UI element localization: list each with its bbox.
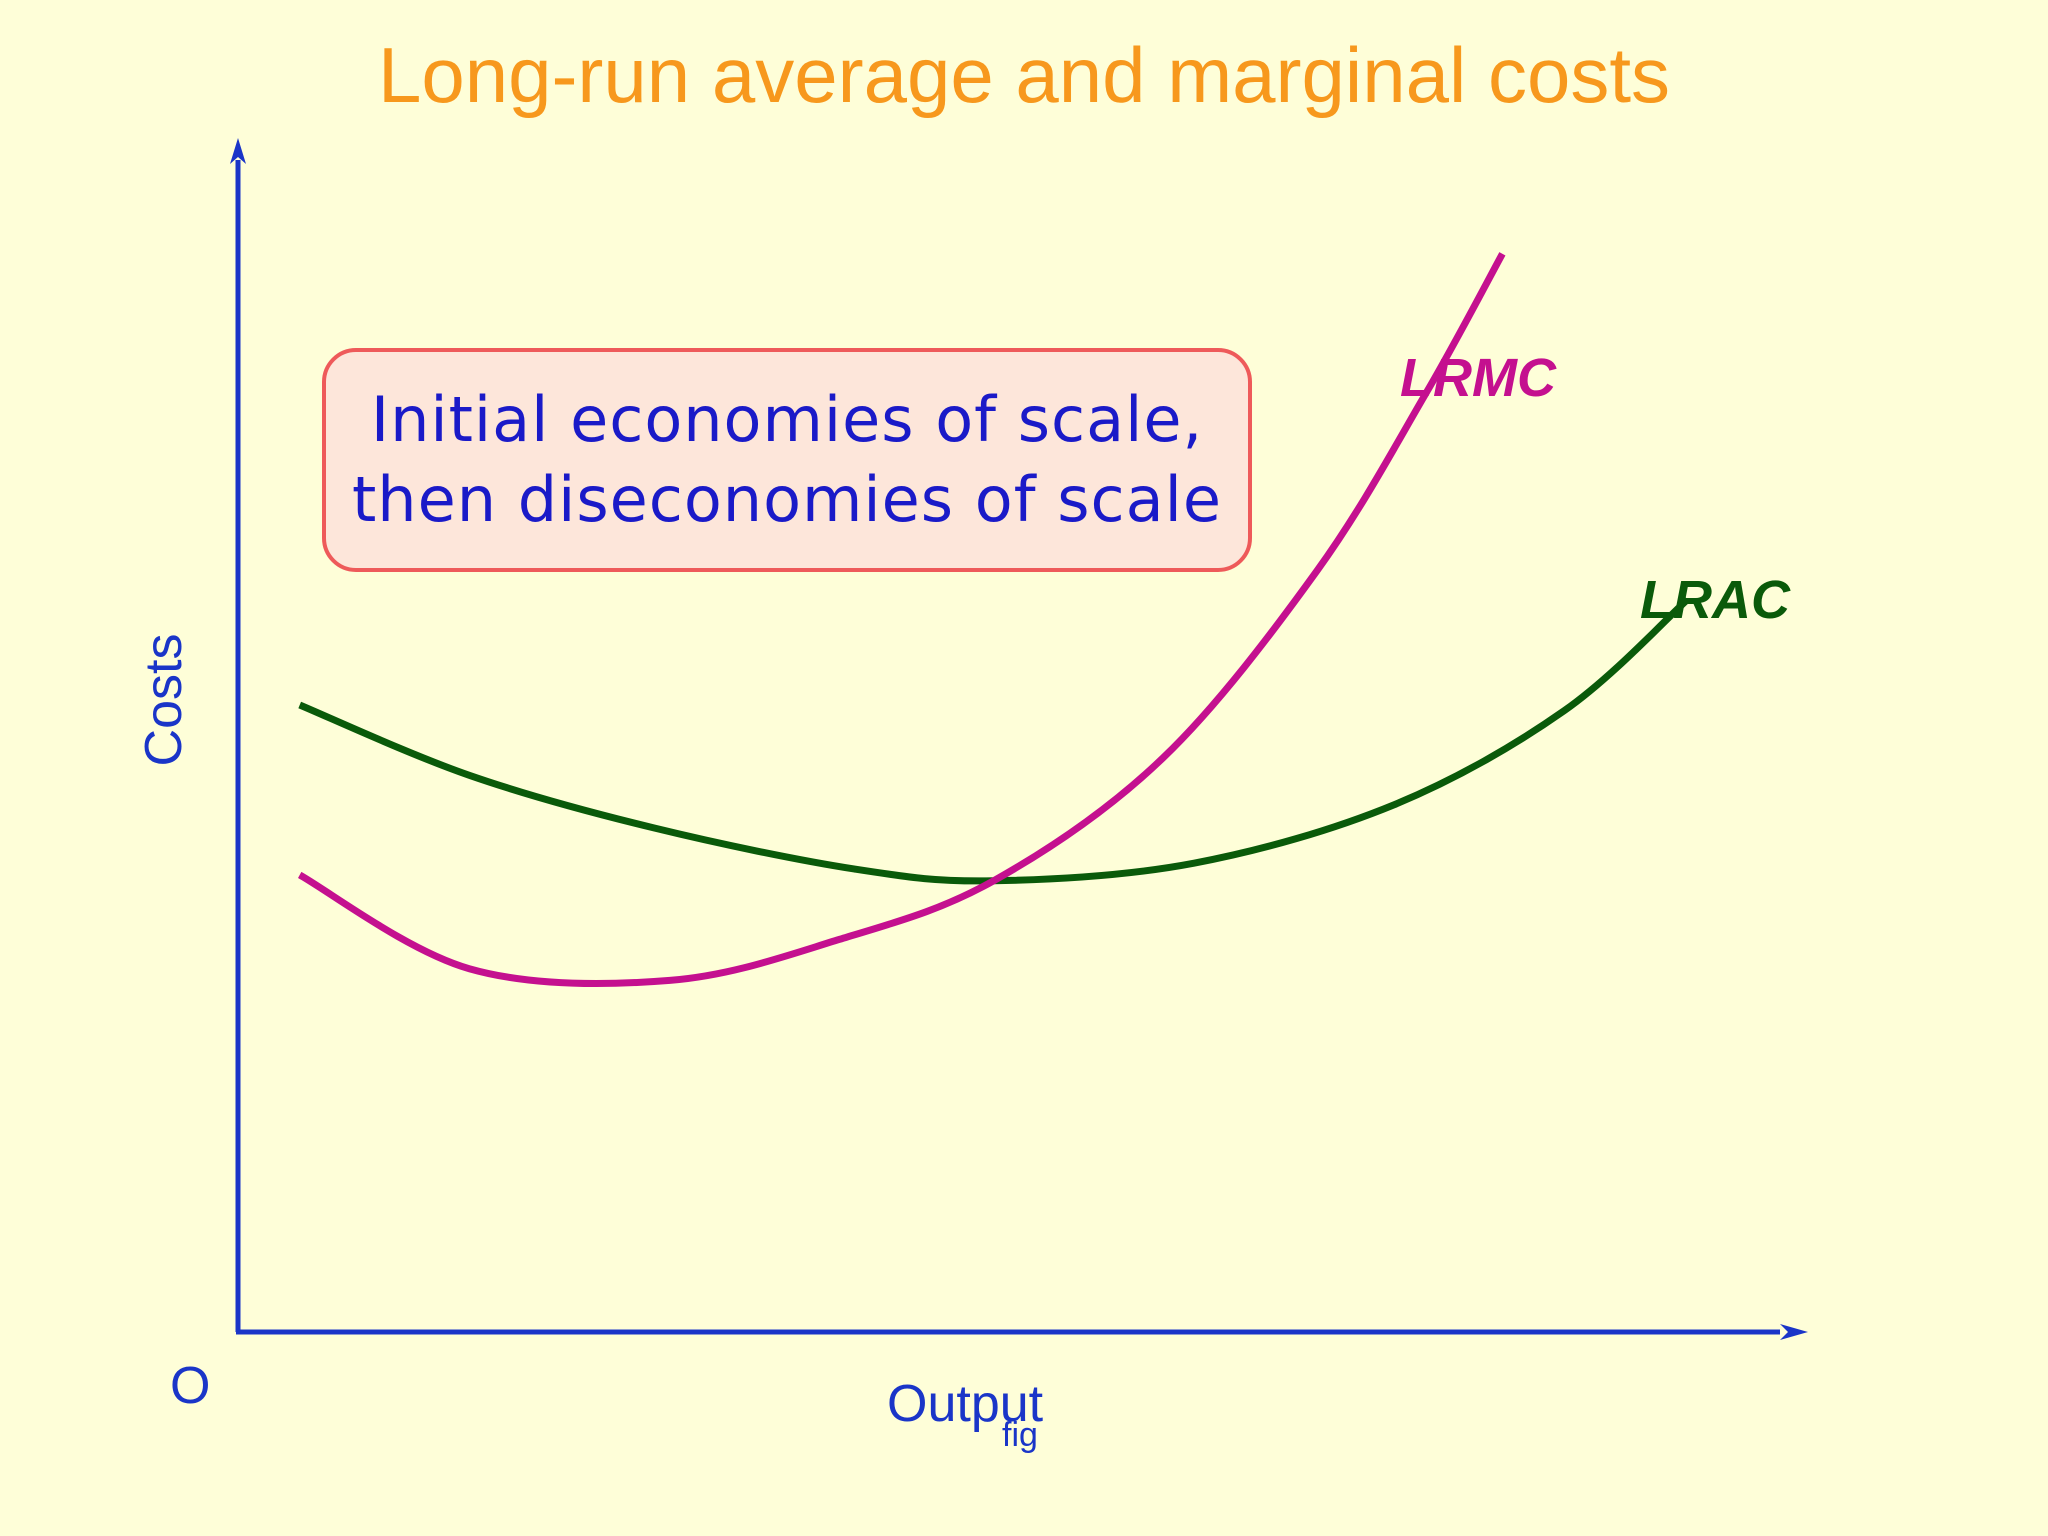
page-title: Long-run average and marginal costs [377, 31, 1671, 119]
annotation-box: Initial economies of scale, then disecon… [322, 348, 1252, 572]
origin-label: O [170, 1357, 211, 1415]
y-axis-label: Costs [135, 633, 193, 767]
y-axis-arrow [230, 138, 246, 164]
x-axis-label: Output [887, 1375, 1044, 1433]
series-layer [298, 252, 1690, 987]
series-line-lrac [298, 596, 1690, 885]
x-axis-arrow [1780, 1324, 1808, 1340]
annotation-text: Initial economies of scale, then disecon… [351, 383, 1223, 536]
series-label-lrac: LRAC [1640, 570, 1790, 630]
footnote-label: fig [1002, 1416, 1038, 1454]
series-label-lrmc: LRMC [1400, 348, 1556, 408]
series-line-lrmc [298, 252, 1506, 987]
